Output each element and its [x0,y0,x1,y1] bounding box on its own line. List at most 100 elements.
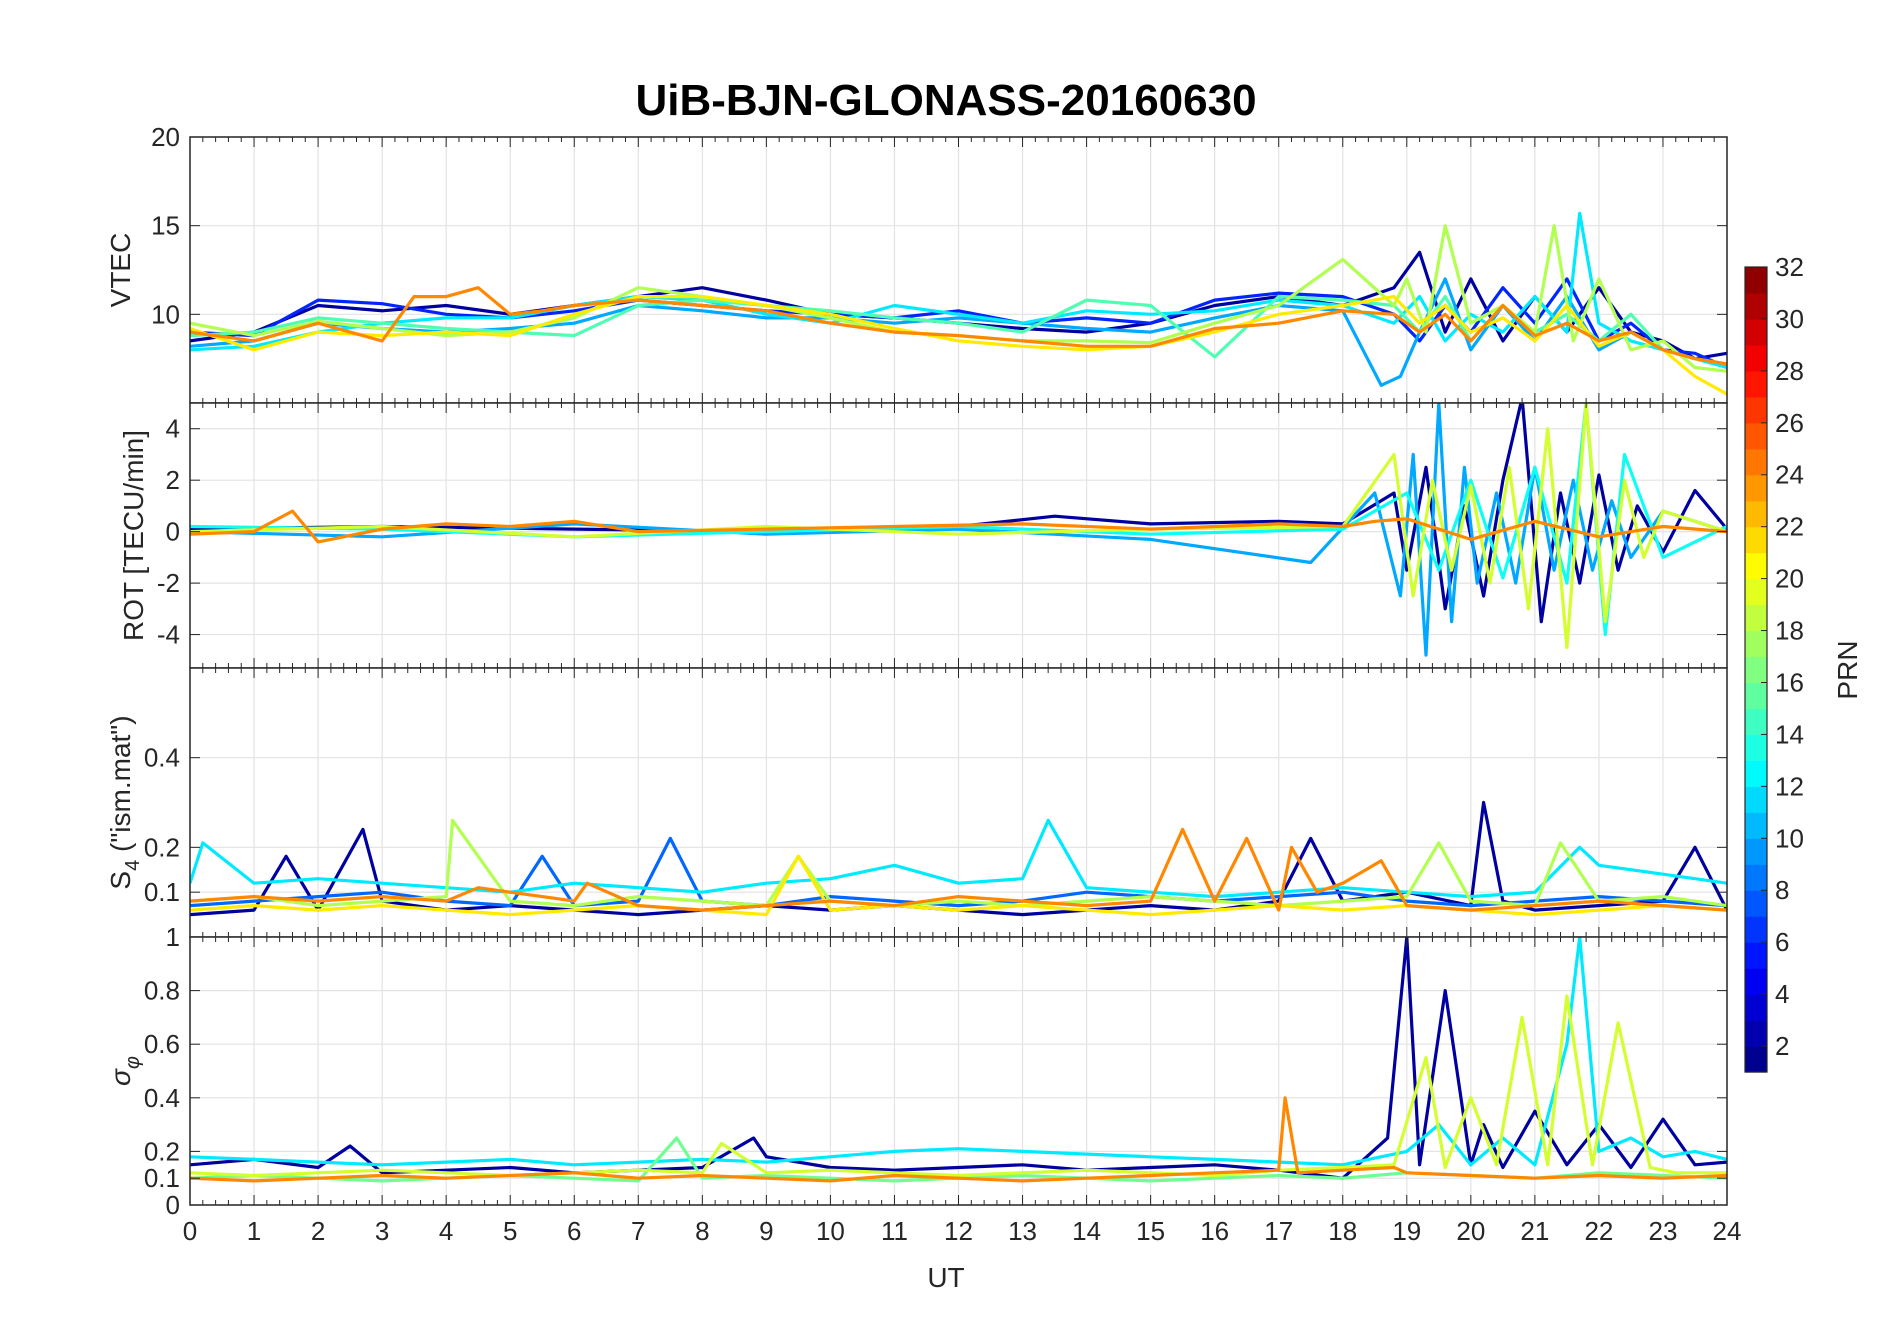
colorbar-tick-label: 16 [1775,667,1804,697]
colorbar-tick-label: 14 [1775,719,1804,749]
x-tick-label: 15 [1136,1216,1165,1246]
y-tick-label: 0.4 [144,743,180,773]
x-tick-label: 1 [247,1216,261,1246]
colorbar-tick-label: 24 [1775,460,1804,490]
colorbar-segment [1745,760,1767,787]
y-tick-label: 0.4 [144,1083,180,1113]
colorbar-segment [1745,682,1767,709]
colorbar-segment [1745,449,1767,476]
x-tick-label: 23 [1648,1216,1677,1246]
x-tick-label: 8 [695,1216,709,1246]
y-tick-label: 10 [151,299,180,329]
colorbar-segment [1745,657,1767,684]
y-axis-label: VTEC [105,233,136,308]
x-tick-label: 4 [439,1216,453,1246]
colorbar-segment [1745,708,1767,735]
y-tick-label: 2 [166,465,180,495]
x-tick-label: 22 [1584,1216,1613,1246]
colorbar-tick-label: 18 [1775,616,1804,646]
colorbar-segment [1745,527,1767,554]
colorbar-segment [1745,942,1767,969]
colorbar-segment [1745,605,1767,632]
colorbar-tick-label: 28 [1775,356,1804,386]
colorbar-tick-label: 26 [1775,408,1804,438]
y-axis-label: ROT [TECU/min] [118,430,149,641]
colorbar-segment [1745,319,1767,346]
colorbar-segment [1745,631,1767,658]
colorbar-segment [1745,838,1767,865]
y-tick-label: 0.6 [144,1029,180,1059]
x-tick-label: 5 [503,1216,517,1246]
colorbar-label: PRN [1832,640,1863,699]
x-tick-label: 2 [311,1216,325,1246]
colorbar-segment [1745,423,1767,450]
colorbar-tick-label: 32 [1775,252,1804,282]
colorbar-segment [1745,501,1767,528]
colorbar-segment [1745,371,1767,398]
x-tick-label: 11 [881,1216,908,1246]
colorbar-segment [1745,890,1767,917]
chart-title: UiB-BJN-GLONASS-20160630 [635,76,1256,125]
colorbar-segment [1745,786,1767,813]
colorbar-segment [1745,553,1767,580]
colorbar-segment [1745,345,1767,372]
x-tick-label: 12 [944,1216,973,1246]
x-tick-label: 10 [816,1216,845,1246]
colorbar-segment [1745,916,1767,943]
y-tick-label: 15 [151,211,180,241]
y-tick-label: -4 [157,620,180,650]
x-tick-label: 9 [759,1216,773,1246]
x-tick-label: 14 [1072,1216,1101,1246]
x-tick-label: 13 [1008,1216,1037,1246]
x-tick-label: 21 [1520,1216,1549,1246]
y-tick-label: 0.2 [144,832,180,862]
colorbar-tick-label: 20 [1775,564,1804,594]
colorbar-tick-label: 12 [1775,771,1804,801]
x-tick-label: 3 [375,1216,389,1246]
x-axis: 0 1 2 3 4 5 6 7 8 9 10 11 12 13 14 15 16 17 18 19 20 21 22 23 24 [183,1216,1742,1246]
y-tick-label: 0.8 [144,976,180,1006]
colorbar-segment [1745,734,1767,761]
panel-sigma_phi: 00.10.2 0.4 0.6 0.8 1 σφ [105,922,1727,1220]
x-tick-label: 18 [1328,1216,1357,1246]
x-tick-label: 24 [1713,1216,1742,1246]
colorbar-segment [1745,812,1767,839]
y-tick-label: 0 [166,1190,180,1220]
x-tick-label: 19 [1392,1216,1421,1246]
x-axis-label: UT [927,1262,964,1293]
y-tick-label: 0.1 [144,877,180,907]
panel-vtec: 10 15 20 VTEC [105,122,1727,403]
colorbar-segment [1745,968,1767,995]
x-tick-label: 20 [1456,1216,1485,1246]
panel-s4: 0.1 0.2 0.4S4 ("ism.mat") [105,668,1727,937]
colorbar-tick-label: 8 [1775,875,1789,905]
colorbar-segment [1745,397,1767,424]
x-tick-label: 16 [1200,1216,1229,1246]
colorbar-tick-label: 6 [1775,927,1789,957]
x-tick-label: 0 [183,1216,197,1246]
y-tick-label: 0.1 [144,1163,180,1193]
colorbar-tick-label: 22 [1775,512,1804,542]
y-tick-label: -2 [157,568,180,598]
x-tick-label: 17 [1264,1216,1293,1246]
x-tick-label: 6 [567,1216,581,1246]
colorbar-segment [1745,994,1767,1021]
colorbar-segment [1745,475,1767,502]
colorbar-tick-label: 10 [1775,823,1804,853]
y-tick-label: 1 [166,922,180,952]
y-tick-label: 0.2 [144,1136,180,1166]
colorbar-segment [1745,1020,1767,1047]
y-tick-label: 20 [151,122,180,152]
y-axis-label: S4 ("ism.mat") [105,715,144,889]
colorbar-tick-label: 30 [1775,304,1804,334]
y-axis-label: σφ [105,1056,144,1086]
colorbar-tick-label: 2 [1775,1031,1789,1061]
y-tick-label: 0 [166,517,180,547]
colorbar-segment [1745,579,1767,606]
colorbar-tick-label: 4 [1775,979,1789,1009]
colorbar-segment [1745,864,1767,891]
panel-rot: -4 -2 0 2 4 ROT [TECU/min] [118,398,1727,668]
